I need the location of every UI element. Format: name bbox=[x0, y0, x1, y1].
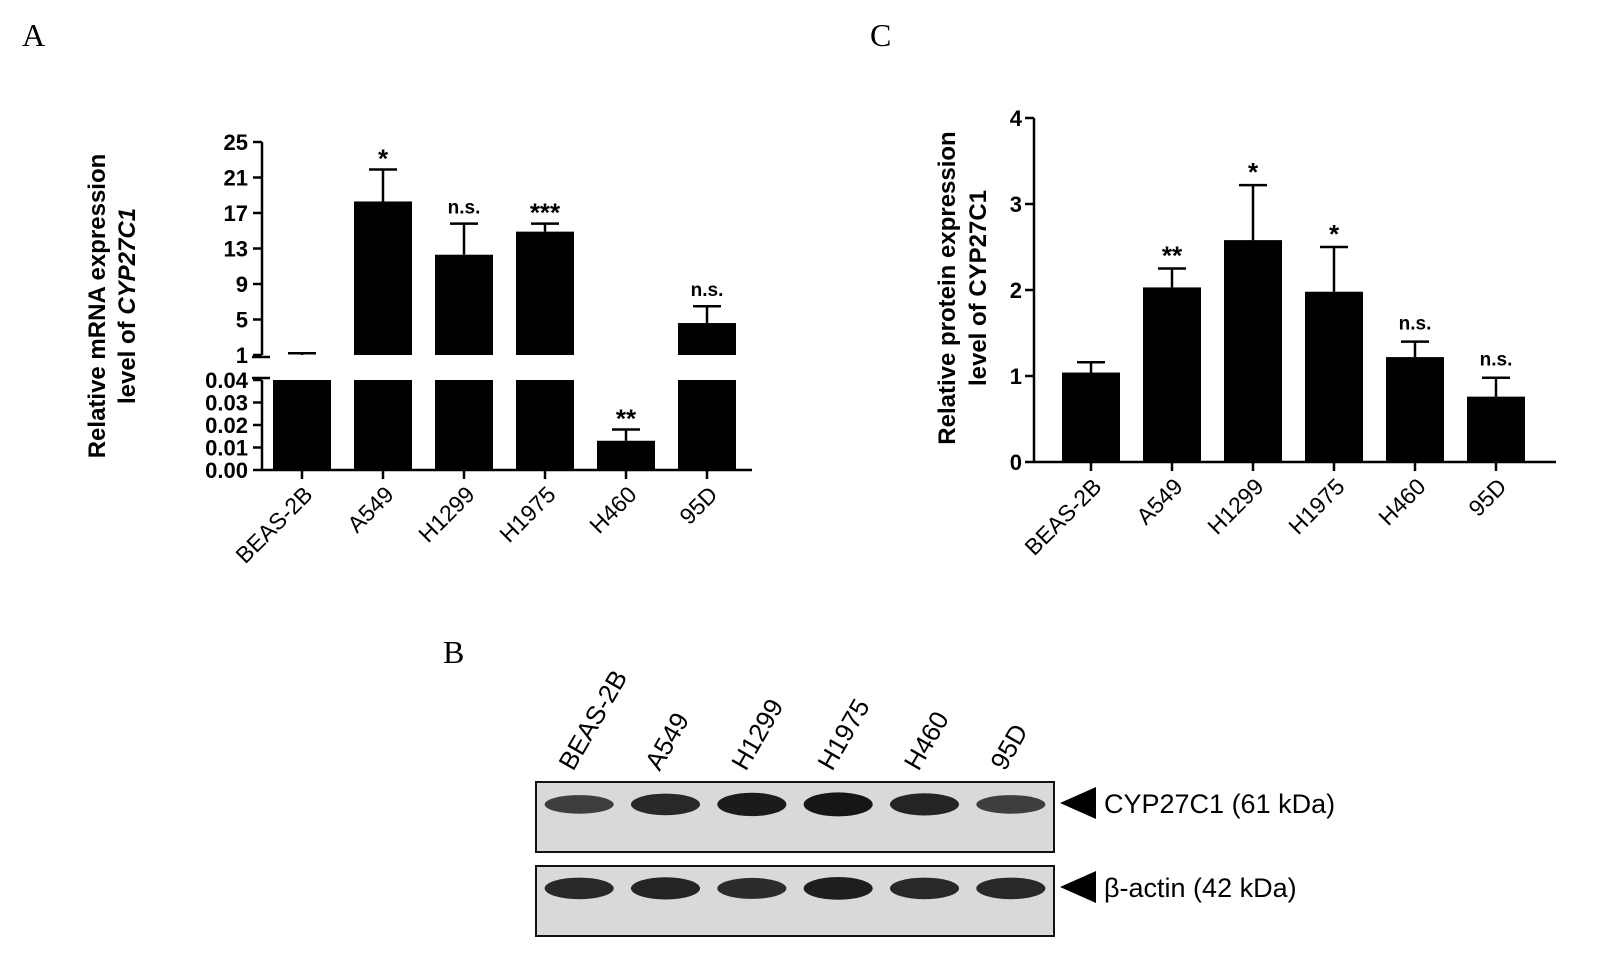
chart-c-significance-label: ** bbox=[1162, 241, 1183, 271]
chart-a-category-label: 95D bbox=[674, 481, 722, 529]
chart-a-category-label: BEAS-2B bbox=[230, 481, 317, 568]
chart-a-bar-lower bbox=[597, 440, 655, 470]
chart-a-y-tick-label: 9 bbox=[236, 272, 248, 297]
chart-a-y-tick-label: 1 bbox=[236, 343, 248, 368]
chart-a-y-tick-label: 5 bbox=[236, 308, 248, 333]
chart-c-ylabel-line2: level of CYP27C1 bbox=[965, 190, 992, 386]
chart-c-significance-label: n.s. bbox=[1480, 350, 1513, 371]
chart-a-y-tick-label: 0.02 bbox=[205, 413, 248, 438]
chart-a-category-label: H1975 bbox=[494, 481, 560, 547]
blot-band bbox=[544, 877, 614, 900]
western-blot: BEAS-2B A549 H1299 H1975 H460 95D CYP27C1 (61… bbox=[535, 665, 1335, 937]
chart-a-y-tick-label: 25 bbox=[224, 130, 248, 155]
chart-c-category-label: H1299 bbox=[1202, 473, 1268, 539]
blot-lane-label: BEAS-2B bbox=[552, 665, 633, 775]
chart-a-ylabel-line1: Relative mRNA expression bbox=[84, 154, 111, 459]
blot-arrow-icon bbox=[1060, 787, 1096, 819]
chart-a-mrna-expression: Relative mRNA expression level of CYP27C… bbox=[84, 130, 752, 568]
blot-arrow-icon bbox=[1060, 871, 1096, 903]
blot-band bbox=[630, 793, 701, 816]
blot-membrane bbox=[535, 781, 1055, 853]
chart-c-bar bbox=[1467, 396, 1525, 462]
chart-a-significance-label: n.s. bbox=[691, 280, 724, 301]
blot-band bbox=[630, 877, 701, 900]
blot-band bbox=[889, 793, 960, 816]
blot-band bbox=[544, 795, 614, 814]
chart-a-bar-upper bbox=[678, 323, 736, 355]
blot-lane-label: 95D bbox=[984, 719, 1034, 775]
blot-band bbox=[803, 877, 873, 900]
chart-c-category-label: H1975 bbox=[1283, 473, 1349, 539]
chart-a-significance-label: *** bbox=[530, 198, 561, 228]
chart-a-bar-lower bbox=[516, 380, 574, 470]
chart-c-y-tick-label: 2 bbox=[1010, 278, 1022, 303]
chart-c-significance-label: * bbox=[1329, 219, 1340, 249]
chart-a-y-tick-label: 0.00 bbox=[205, 458, 248, 483]
chart-a-bar-lower bbox=[678, 380, 736, 470]
chart-a-bar-lower bbox=[273, 380, 331, 470]
chart-a-bar-lower bbox=[435, 380, 493, 470]
panel-letter-c: C bbox=[870, 17, 891, 53]
blot-band bbox=[976, 795, 1046, 814]
chart-a-category-label: H1299 bbox=[413, 481, 479, 547]
panel-letter-b: B bbox=[443, 634, 464, 670]
chart-c-bar bbox=[1224, 240, 1282, 462]
chart-a-y-tick-label: 21 bbox=[224, 166, 248, 191]
chart-a-ylabel-prefix: level of bbox=[114, 315, 141, 404]
chart-a-ylabel-line2: level of CYP27C1 bbox=[114, 208, 141, 404]
blot-lane-label: H1299 bbox=[725, 694, 789, 775]
chart-a-category-label: A549 bbox=[342, 481, 398, 537]
chart-c-y-tick-label: 1 bbox=[1010, 364, 1022, 389]
chart-c-ylabel-line1: Relative protein expression bbox=[934, 131, 961, 444]
chart-a-bar-upper bbox=[516, 231, 574, 355]
blot-band bbox=[717, 792, 787, 817]
chart-a-bar-upper bbox=[435, 254, 493, 355]
chart-c-bar bbox=[1143, 287, 1201, 462]
panel-letter-a: A bbox=[22, 17, 45, 53]
blot-label: β-actin (42 kDa) bbox=[1104, 873, 1297, 903]
chart-a-bar-upper bbox=[354, 201, 412, 355]
blot-band bbox=[803, 792, 873, 817]
chart-c-bar bbox=[1386, 357, 1444, 462]
chart-a-significance-label: ** bbox=[616, 404, 637, 434]
chart-a-ylabel-gene: CYP27C1 bbox=[114, 208, 141, 315]
chart-c-category-label: BEAS-2B bbox=[1019, 473, 1106, 560]
chart-a-y-tick-label: 0.03 bbox=[205, 391, 248, 416]
chart-a-y-tick-label: 13 bbox=[224, 237, 248, 262]
blot-lane-label: H460 bbox=[898, 706, 955, 775]
chart-c-category-label: A549 bbox=[1131, 473, 1187, 529]
chart-c-protein-expression: Relative protein expression level of CYP… bbox=[934, 106, 1556, 560]
blot-lane-label: H1975 bbox=[811, 694, 875, 775]
chart-c-y-tick-label: 3 bbox=[1010, 192, 1022, 217]
chart-a-significance-label: * bbox=[378, 144, 389, 174]
blot-lane-label: A549 bbox=[639, 707, 695, 775]
blot-membrane bbox=[535, 865, 1055, 937]
chart-a-y-tick-label: 0.01 bbox=[205, 436, 248, 461]
chart-a-y-tick-label: 0.04 bbox=[205, 368, 249, 393]
chart-c-y-tick-label: 0 bbox=[1010, 450, 1022, 475]
chart-c-y-tick-label: 4 bbox=[1010, 106, 1023, 131]
chart-c-bar bbox=[1062, 372, 1120, 462]
chart-c-significance-label: n.s. bbox=[1399, 314, 1432, 335]
chart-a-significance-label: n.s. bbox=[448, 198, 481, 219]
blot-band bbox=[976, 877, 1046, 900]
chart-c-category-label: 95D bbox=[1463, 473, 1511, 521]
chart-c-category-label: H460 bbox=[1373, 473, 1430, 530]
blot-band bbox=[717, 877, 787, 899]
chart-c-bar bbox=[1305, 291, 1363, 462]
chart-a-category-label: H460 bbox=[584, 481, 641, 538]
chart-a-y-tick-label: 17 bbox=[224, 201, 248, 226]
chart-c-significance-label: * bbox=[1248, 157, 1259, 187]
blot-label: CYP27C1 (61 kDa) bbox=[1104, 789, 1335, 819]
chart-a-bar-lower bbox=[354, 380, 412, 470]
blot-band bbox=[889, 877, 960, 900]
